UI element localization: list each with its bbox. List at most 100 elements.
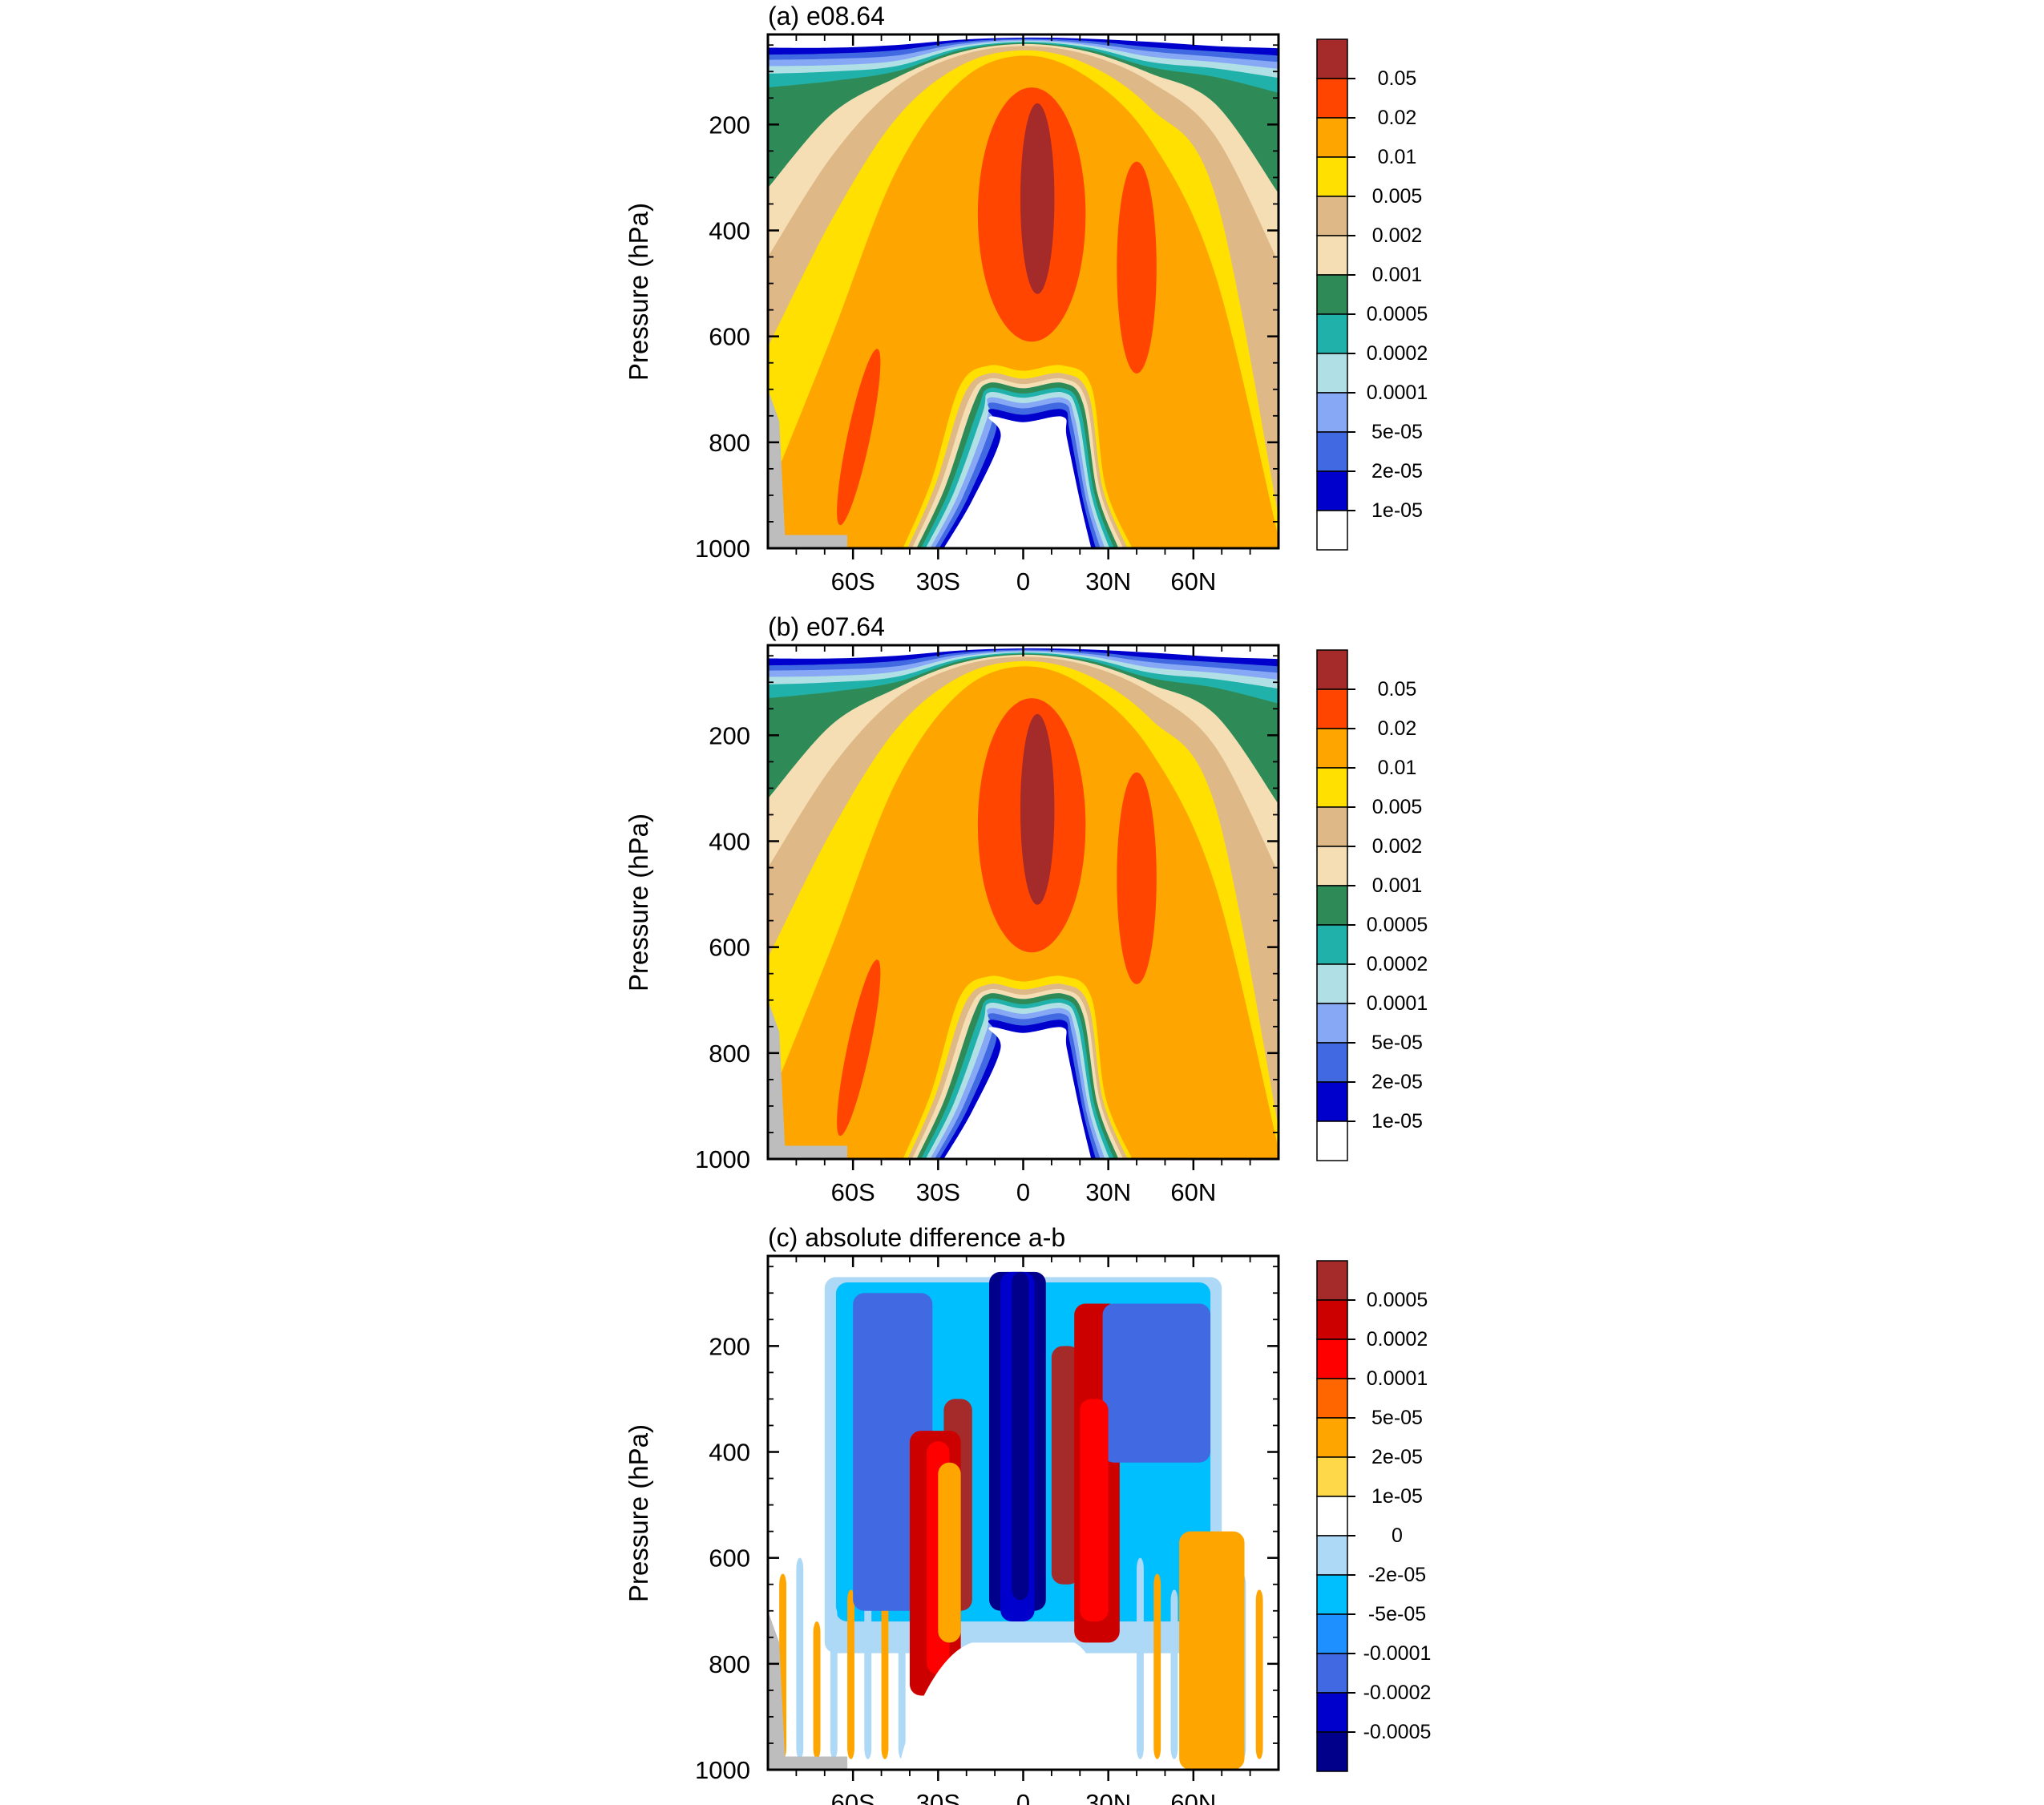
southern-jet bbox=[837, 959, 881, 1137]
diff-pos-high-lat-north bbox=[1179, 1531, 1245, 1770]
southern-jet bbox=[837, 349, 881, 526]
ytick-label: 1000 bbox=[695, 1145, 750, 1173]
xtick-label: 0 bbox=[1016, 1789, 1030, 1805]
ytick-label: 600 bbox=[709, 1545, 750, 1573]
colorbar-swatch bbox=[1316, 846, 1348, 886]
xtick-label: 60N bbox=[1170, 1789, 1216, 1805]
panel-c: (c) absolute difference a-b 200 400 600 800… bbox=[624, 1223, 1431, 1805]
colorbar-label: 0.0002 bbox=[1367, 1328, 1428, 1351]
colorbar-label: 0.0002 bbox=[1367, 953, 1428, 975]
colorbar-swatch bbox=[1316, 431, 1348, 472]
colorbar-label: 0.002 bbox=[1372, 224, 1423, 247]
diff-streak bbox=[847, 1589, 854, 1759]
colorbar-swatch bbox=[1316, 1339, 1348, 1379]
colorbar-swatch bbox=[1316, 885, 1348, 926]
colorbar-swatch bbox=[1316, 117, 1348, 158]
colorbar-swatch bbox=[1316, 38, 1348, 79]
panel-c-title: (c) absolute difference a-b bbox=[768, 1223, 1065, 1252]
panel-c-field bbox=[768, 1256, 1279, 1770]
colorbar-label: 1e-05 bbox=[1371, 1485, 1423, 1508]
colorbar-swatch bbox=[1316, 1731, 1348, 1772]
colorbar-label: 0.002 bbox=[1372, 835, 1423, 858]
colorbar-label: 0.0001 bbox=[1367, 992, 1428, 1015]
ytick-label: 800 bbox=[709, 1040, 750, 1068]
diff-streak bbox=[796, 1557, 804, 1759]
diff-streak bbox=[813, 1621, 821, 1759]
panel-a-colorbar: 0.05 0.02 0.01 0.005 0.002 0.001 0.0005 0.0002 0… bbox=[1316, 38, 1428, 551]
xtick-label: 30S bbox=[916, 1178, 960, 1206]
colorbar-label: 5e-05 bbox=[1371, 421, 1423, 443]
colorbar-label: 2e-05 bbox=[1371, 1446, 1423, 1468]
panel-a-axes: 200 400 600 800 1000 60S 30S 0 30N 60N bbox=[695, 34, 1279, 596]
colorbar-swatch bbox=[1316, 1121, 1348, 1161]
colorbar-swatch bbox=[1316, 78, 1348, 119]
ytick-label: 400 bbox=[709, 1439, 750, 1467]
colorbar-swatch bbox=[1316, 196, 1348, 236]
panel-c-difference-features bbox=[768, 1271, 1263, 1770]
tropical-jet-core bbox=[1020, 103, 1055, 294]
colorbar-label: 0.01 bbox=[1378, 757, 1417, 779]
colorbar-swatch bbox=[1316, 1417, 1348, 1458]
diff-streak bbox=[864, 1573, 872, 1759]
xtick-label: 30N bbox=[1085, 1789, 1131, 1805]
colorbar-swatch bbox=[1316, 235, 1348, 276]
diff-streak bbox=[1153, 1573, 1161, 1759]
colorbar-label: -0.0005 bbox=[1363, 1721, 1432, 1743]
colorbar-label: 5e-05 bbox=[1371, 1032, 1423, 1054]
colorbar-label: 1e-05 bbox=[1371, 499, 1423, 522]
diff-pos-orange-south bbox=[938, 1462, 961, 1643]
xtick-label: 0 bbox=[1016, 1178, 1030, 1206]
colorbar-swatch bbox=[1316, 470, 1348, 511]
colorbar-label: 0 bbox=[1392, 1524, 1403, 1547]
colorbar-label: 0.02 bbox=[1378, 107, 1417, 129]
colorbar-swatch bbox=[1316, 1081, 1348, 1122]
panel-c-ylabel: Pressure (hPa) bbox=[624, 1424, 653, 1602]
colorbar-swatch bbox=[1316, 1299, 1348, 1340]
ytick-label: 1000 bbox=[695, 1756, 750, 1784]
colorbar-swatch bbox=[1316, 1692, 1348, 1733]
colorbar-swatch bbox=[1316, 688, 1348, 729]
colorbar-swatch bbox=[1316, 1260, 1348, 1301]
xtick-label: 60N bbox=[1170, 567, 1216, 596]
xtick-label: 30S bbox=[916, 567, 960, 596]
diff-streak bbox=[898, 1621, 906, 1759]
surface-dome-layer bbox=[943, 1027, 1092, 1159]
colorbar-label: 2e-05 bbox=[1371, 460, 1423, 483]
xtick-label: 60N bbox=[1170, 1178, 1216, 1206]
colorbar-label: -0.0001 bbox=[1363, 1642, 1432, 1665]
colorbar-label: 0.01 bbox=[1378, 146, 1417, 168]
colorbar-label: 0.0001 bbox=[1367, 382, 1428, 404]
diff-streak bbox=[1255, 1589, 1263, 1759]
panel-b-title: (b) e07.64 bbox=[768, 612, 885, 641]
panel-a-surface-dome bbox=[768, 357, 1137, 548]
diff-streak bbox=[1137, 1557, 1144, 1759]
colorbar-label: 0.0002 bbox=[1367, 342, 1428, 365]
colorbar-swatch bbox=[1316, 313, 1348, 354]
panel-a-jets bbox=[837, 87, 1157, 526]
colorbar-label: 0.001 bbox=[1372, 874, 1423, 897]
ytick-label: 200 bbox=[709, 111, 750, 139]
ytick-label: 800 bbox=[709, 429, 750, 457]
panel-c-axes: 200 400 600 800 1000 60S 30S 0 30N 60N bbox=[695, 1256, 1279, 1805]
diff-streak bbox=[1170, 1589, 1178, 1759]
orography-mask bbox=[768, 999, 848, 1159]
colorbar-swatch bbox=[1316, 1456, 1348, 1497]
colorbar-swatch bbox=[1316, 1003, 1348, 1044]
northern-jet bbox=[1117, 772, 1157, 984]
colorbar-swatch bbox=[1316, 728, 1348, 769]
colorbar-label: 0.0001 bbox=[1367, 1367, 1428, 1390]
diff-surface-dome bbox=[898, 1642, 1131, 1770]
xtick-label: 60S bbox=[831, 1178, 875, 1206]
colorbar-swatch bbox=[1316, 510, 1348, 551]
panel-a: (a) e08.64 200 400 600 800 1000 60S 30S 0 30N 60N… bbox=[624, 2, 1428, 596]
northern-jet bbox=[1117, 161, 1157, 374]
colorbar-label: -5e-05 bbox=[1368, 1603, 1426, 1625]
colorbar-swatch bbox=[1316, 1378, 1348, 1419]
panel-c-colorbar: 0.0005 0.0002 0.0001 5e-05 2e-05 1e-05 0 -2e-05… bbox=[1316, 1260, 1432, 1772]
orography-mask bbox=[768, 1610, 848, 1770]
surface-dome-layer bbox=[943, 416, 1092, 548]
colorbar-swatch bbox=[1316, 767, 1348, 808]
colorbar-label: 0.0005 bbox=[1367, 914, 1428, 936]
colorbar-swatch bbox=[1316, 963, 1348, 1004]
